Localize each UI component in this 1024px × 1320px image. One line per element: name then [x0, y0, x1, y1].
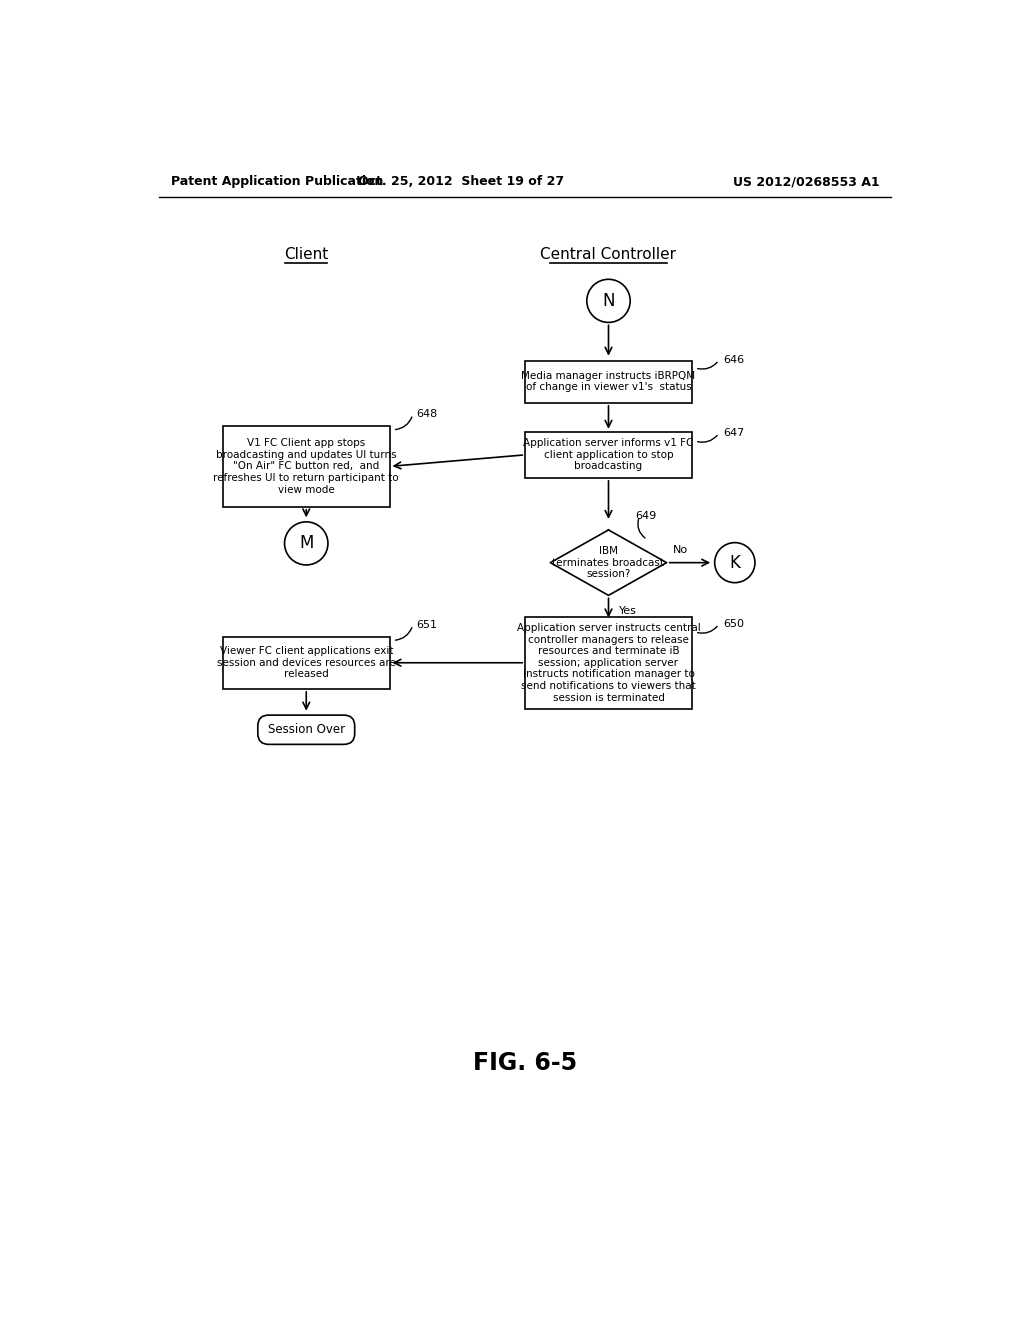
Text: V1 FC Client app stops
broadcasting and updates UI turns
"On Air" FC button red,: V1 FC Client app stops broadcasting and … — [213, 438, 399, 495]
Bar — [223, 426, 389, 507]
Bar — [525, 616, 692, 709]
Text: FIG. 6-5: FIG. 6-5 — [473, 1051, 577, 1076]
Text: Oct. 25, 2012  Sheet 19 of 27: Oct. 25, 2012 Sheet 19 of 27 — [358, 176, 564, 187]
Text: Central Controller: Central Controller — [541, 247, 677, 263]
Text: IBM
terminates broadcast
session?: IBM terminates broadcast session? — [553, 546, 665, 579]
Bar — [525, 432, 692, 478]
Text: 648: 648 — [417, 409, 438, 420]
Text: Application server instructs central
controller managers to release
resources an: Application server instructs central con… — [517, 623, 700, 702]
Text: 651: 651 — [417, 620, 437, 630]
Text: Yes: Yes — [620, 606, 637, 615]
Circle shape — [587, 280, 630, 322]
Text: N: N — [602, 292, 614, 310]
Circle shape — [715, 543, 755, 582]
Text: Client: Client — [284, 247, 329, 263]
Bar — [223, 636, 389, 689]
Text: Session Over: Session Over — [267, 723, 345, 737]
Bar — [525, 360, 692, 403]
Text: 649: 649 — [636, 511, 656, 521]
Circle shape — [285, 521, 328, 565]
Text: Application server informs v1 FC
client application to stop
broadcasting: Application server informs v1 FC client … — [523, 438, 693, 471]
Text: 647: 647 — [723, 428, 744, 438]
Text: 650: 650 — [723, 619, 743, 630]
Text: Viewer FC client applications exit
session and devices resources are
released: Viewer FC client applications exit sessi… — [217, 647, 395, 680]
Text: US 2012/0268553 A1: US 2012/0268553 A1 — [733, 176, 880, 187]
Text: 646: 646 — [723, 355, 744, 366]
Text: M: M — [299, 535, 313, 552]
Text: No: No — [673, 545, 688, 554]
Text: Patent Application Publication: Patent Application Publication — [171, 176, 383, 187]
Text: Media manager instructs iBRPQM
of change in viewer v1's  status: Media manager instructs iBRPQM of change… — [521, 371, 695, 392]
FancyBboxPatch shape — [258, 715, 354, 744]
Text: K: K — [729, 553, 740, 572]
